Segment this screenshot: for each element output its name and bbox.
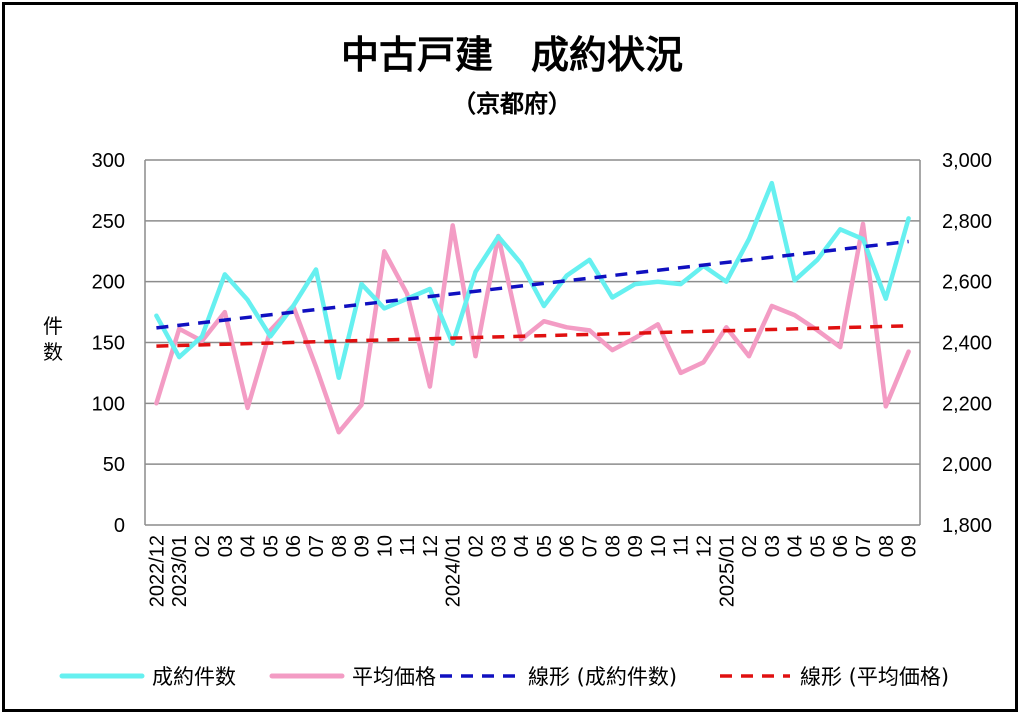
- x-tick-label: 09: [352, 535, 374, 557]
- series-line-2: [156, 239, 909, 330]
- y-axis-label-char: 件: [43, 314, 63, 338]
- chart-title: 中古戸建 成約状況: [341, 33, 683, 77]
- left-tick-label: 150: [92, 333, 125, 355]
- x-tick-label: 02: [192, 535, 214, 557]
- x-tick-label: 09: [899, 535, 921, 557]
- x-tick-label: 02: [739, 535, 761, 557]
- left-tick-label: 300: [92, 150, 125, 172]
- x-tick-label: 06: [830, 535, 852, 557]
- x-tick-label: 07: [579, 535, 601, 557]
- x-tick-label: 03: [215, 535, 237, 557]
- right-axis-ticks: 1,800 2,000 2,200 2,400 2,600 2,800 3,000: [942, 150, 992, 537]
- x-tick-label: 03: [488, 535, 510, 557]
- x-tick-label: 2024/01: [443, 535, 465, 607]
- legend: 成約件数 平均価格 線形 (成約件数) 線形 (平均価格): [59, 665, 949, 689]
- legend-label: 線形 (平均価格): [800, 665, 949, 689]
- x-tick-label: 12: [420, 535, 442, 557]
- legend-label: 成約件数: [152, 665, 236, 689]
- right-tick-label: 2,000: [942, 454, 992, 476]
- x-tick-label: 12: [693, 535, 715, 557]
- left-tick-label: 50: [103, 454, 125, 476]
- x-tick-label: 06: [283, 535, 305, 557]
- x-tick-label: 04: [785, 535, 807, 557]
- right-tick-label: 2,800: [942, 211, 992, 233]
- x-tick-label: 04: [511, 535, 533, 557]
- x-tick-label: 10: [648, 535, 670, 557]
- left-tick-label: 0: [114, 515, 125, 537]
- x-tick-label: 04: [238, 535, 260, 557]
- x-tick-label: 2022/12: [146, 535, 168, 607]
- left-axis-ticks: 0 50 100 150 200 250 300: [92, 150, 125, 537]
- x-tick-label: 03: [762, 535, 784, 557]
- x-tick-label: 06: [557, 535, 579, 557]
- series-lines: [154, 180, 911, 435]
- x-tick-label: 08: [876, 535, 898, 557]
- x-tick-label: 08: [602, 535, 624, 557]
- x-tick-label: 09: [625, 535, 647, 557]
- left-tick-label: 200: [92, 272, 125, 294]
- x-tick-label: 07: [306, 535, 328, 557]
- x-tick-label: 07: [853, 535, 875, 557]
- x-tick-label: 05: [260, 535, 282, 557]
- x-tick-label: 2025/01: [716, 535, 738, 607]
- left-tick-label: 100: [92, 393, 125, 415]
- grid-lines: [144, 159, 921, 526]
- right-tick-label: 3,000: [942, 150, 992, 172]
- x-tick-label: 02: [466, 535, 488, 557]
- x-tick-label: 05: [807, 535, 829, 557]
- x-tick-label: 2023/01: [169, 535, 191, 607]
- series-line-0: [154, 180, 911, 381]
- right-tick-label: 2,400: [942, 333, 992, 355]
- right-tick-label: 2,600: [942, 272, 992, 294]
- x-tick-label: 08: [329, 535, 351, 557]
- chart-subtitle: （京都府）: [452, 90, 572, 118]
- x-tick-label: 05: [534, 535, 556, 557]
- legend-label: 平均価格: [352, 665, 436, 689]
- right-tick-label: 2,200: [942, 393, 992, 415]
- y-axis-label-char: 数: [43, 340, 63, 364]
- x-axis-ticks: 2022/12 2023/01 02 03 04 05 06 07 08 09 10 11 12 2024…: [146, 535, 920, 607]
- x-tick-label: 11: [671, 535, 693, 556]
- legend-label: 線形 (成約件数): [528, 665, 677, 689]
- left-tick-label: 250: [92, 211, 125, 233]
- x-tick-label: 11: [397, 535, 419, 556]
- x-tick-label: 10: [374, 535, 396, 557]
- left-axis-label: 件数: [43, 314, 63, 364]
- right-tick-label: 1,800: [942, 515, 992, 537]
